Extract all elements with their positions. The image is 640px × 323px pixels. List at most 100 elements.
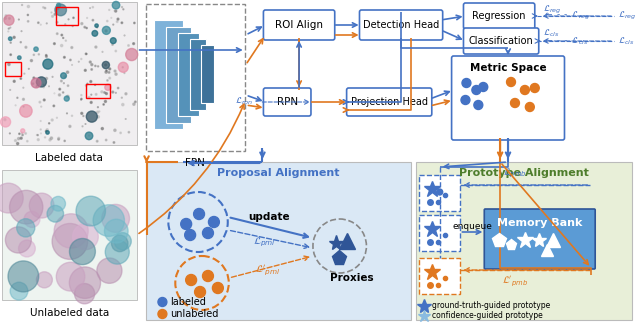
Circle shape — [58, 137, 60, 139]
Circle shape — [23, 87, 24, 88]
Text: $\mathcal{L}_{rpn}$: $\mathcal{L}_{rpn}$ — [235, 96, 253, 108]
Circle shape — [31, 78, 41, 88]
Circle shape — [45, 56, 47, 57]
Circle shape — [8, 31, 9, 32]
Circle shape — [61, 73, 67, 78]
Circle shape — [85, 132, 93, 140]
Circle shape — [134, 101, 136, 103]
FancyBboxPatch shape — [452, 56, 564, 140]
Circle shape — [104, 92, 106, 93]
Circle shape — [81, 58, 82, 59]
Circle shape — [67, 85, 68, 87]
Circle shape — [44, 99, 45, 101]
Circle shape — [158, 297, 167, 307]
Circle shape — [28, 68, 29, 69]
Circle shape — [5, 227, 31, 253]
Circle shape — [111, 235, 128, 252]
Circle shape — [81, 95, 82, 96]
Circle shape — [84, 26, 86, 28]
Circle shape — [102, 204, 129, 232]
Text: FPN: FPN — [185, 158, 205, 168]
Text: ground-truth-guided prototype: ground-truth-guided prototype — [432, 301, 550, 310]
FancyBboxPatch shape — [189, 38, 207, 109]
Circle shape — [54, 43, 55, 45]
Circle shape — [113, 24, 114, 25]
Circle shape — [63, 37, 64, 38]
Circle shape — [63, 57, 65, 58]
Circle shape — [461, 96, 470, 105]
Circle shape — [90, 80, 92, 83]
Circle shape — [40, 24, 41, 25]
Circle shape — [10, 42, 12, 43]
Circle shape — [102, 51, 103, 52]
Circle shape — [63, 83, 64, 84]
Circle shape — [40, 129, 41, 130]
Circle shape — [95, 24, 99, 27]
Circle shape — [64, 140, 65, 141]
Circle shape — [124, 35, 125, 36]
Circle shape — [8, 28, 9, 29]
FancyBboxPatch shape — [347, 88, 432, 116]
Circle shape — [86, 111, 97, 122]
Circle shape — [209, 216, 220, 227]
Circle shape — [108, 72, 110, 73]
Circle shape — [58, 94, 61, 96]
Circle shape — [81, 112, 83, 114]
Circle shape — [23, 106, 24, 107]
FancyBboxPatch shape — [264, 10, 335, 40]
Circle shape — [63, 92, 64, 93]
Circle shape — [43, 84, 44, 85]
Circle shape — [40, 120, 41, 121]
Circle shape — [91, 94, 92, 95]
Circle shape — [13, 36, 15, 38]
Circle shape — [97, 107, 99, 108]
Text: $\mathcal{L}_{reg}$: $\mathcal{L}_{reg}$ — [618, 10, 637, 22]
Circle shape — [436, 189, 443, 195]
Circle shape — [97, 116, 99, 118]
Circle shape — [97, 258, 122, 283]
Circle shape — [134, 22, 135, 24]
Circle shape — [102, 61, 109, 69]
Circle shape — [17, 56, 21, 59]
Circle shape — [17, 138, 20, 140]
Circle shape — [474, 100, 483, 109]
Circle shape — [58, 138, 60, 140]
Circle shape — [121, 22, 123, 24]
Circle shape — [37, 139, 39, 141]
Circle shape — [117, 18, 119, 20]
Circle shape — [462, 78, 471, 88]
Text: update: update — [248, 212, 290, 222]
Text: Memory Bank: Memory Bank — [497, 218, 582, 228]
Circle shape — [5, 15, 7, 17]
Circle shape — [95, 93, 97, 95]
Circle shape — [45, 78, 47, 79]
Circle shape — [70, 238, 95, 265]
Circle shape — [124, 73, 125, 74]
Circle shape — [51, 119, 53, 121]
Circle shape — [49, 139, 51, 141]
Circle shape — [202, 270, 213, 282]
Circle shape — [20, 105, 32, 117]
Circle shape — [105, 240, 129, 264]
Circle shape — [97, 111, 99, 113]
Text: RPN: RPN — [276, 97, 298, 107]
Circle shape — [43, 7, 44, 8]
Circle shape — [46, 129, 48, 131]
Circle shape — [106, 139, 107, 141]
Text: $\mathcal{L}'_{pml}$: $\mathcal{L}'_{pml}$ — [255, 263, 280, 277]
Circle shape — [128, 131, 130, 133]
Circle shape — [68, 19, 69, 20]
Text: Metric Space: Metric Space — [470, 63, 547, 73]
Circle shape — [111, 17, 112, 18]
Circle shape — [115, 73, 117, 75]
Circle shape — [114, 129, 116, 131]
Text: Detection Head: Detection Head — [363, 20, 439, 30]
Circle shape — [103, 104, 104, 105]
Circle shape — [105, 84, 111, 90]
Circle shape — [93, 205, 124, 236]
FancyBboxPatch shape — [416, 162, 632, 320]
Circle shape — [24, 73, 25, 74]
FancyBboxPatch shape — [200, 45, 214, 102]
Circle shape — [109, 77, 111, 79]
Circle shape — [104, 100, 106, 102]
